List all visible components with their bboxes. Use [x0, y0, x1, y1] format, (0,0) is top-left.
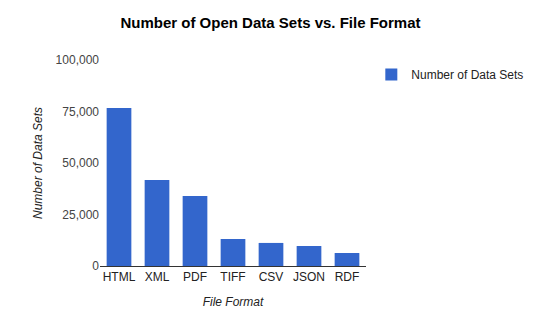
svg-text:HTML: HTML: [103, 270, 136, 284]
svg-text:Number of Open Data Sets vs. F: Number of Open Data Sets vs. File Format: [120, 14, 420, 31]
svg-text:PDF: PDF: [183, 270, 207, 284]
svg-text:0: 0: [92, 259, 99, 273]
svg-text:50,000: 50,000: [62, 156, 99, 170]
svg-text:Number of Data Sets: Number of Data Sets: [31, 107, 45, 219]
svg-text:TIFF: TIFF: [220, 270, 245, 284]
svg-text:XML: XML: [145, 270, 170, 284]
svg-text:Number of Data Sets: Number of Data Sets: [411, 68, 523, 82]
svg-text:100,000: 100,000: [56, 53, 100, 67]
svg-text:RDF: RDF: [335, 270, 360, 284]
svg-text:CSV: CSV: [259, 270, 284, 284]
svg-text:File Format: File Format: [203, 295, 264, 309]
svg-text:JSON: JSON: [293, 270, 325, 284]
svg-text:75,000: 75,000: [62, 105, 99, 119]
svg-text:25,000: 25,000: [62, 208, 99, 222]
